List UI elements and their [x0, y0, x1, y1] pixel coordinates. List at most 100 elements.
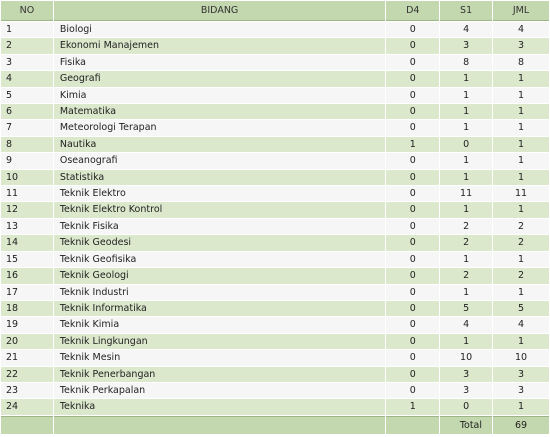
table-row: 10 Statistika 0 1 1: [1, 169, 549, 186]
cell-no: 5: [1, 87, 53, 104]
cell-d4: 0: [386, 366, 440, 382]
total-value: 69: [493, 415, 549, 434]
cell-no: 24: [1, 399, 53, 415]
cell-s1: 1: [440, 202, 493, 218]
cell-jml: 1: [493, 284, 549, 300]
cell-s1: 0: [440, 136, 493, 153]
cell-bidang: Teknik Industri: [53, 284, 386, 300]
cell-d4: 0: [386, 202, 440, 218]
cell-s1: 5: [440, 300, 493, 317]
cell-bidang: Teknik Geologi: [53, 268, 386, 284]
table-row: 15 Teknik Geofisika 0 1 1: [1, 251, 549, 268]
table-row: 8 Nautika 1 0 1: [1, 136, 549, 153]
total-label: Total: [440, 415, 493, 434]
cell-no: 8: [1, 136, 53, 153]
cell-jml: 8: [493, 54, 549, 71]
cell-d4: 0: [386, 350, 440, 366]
table-row: 14 Teknik Geodesi 0 2 2: [1, 235, 549, 251]
table-row: 17 Teknik Industri 0 1 1: [1, 284, 549, 300]
table-row: 20 Teknik Lingkungan 0 1 1: [1, 333, 549, 350]
cell-d4: 1: [386, 136, 440, 153]
cell-d4: 0: [386, 22, 440, 38]
cell-bidang: Teknik Elektro: [53, 186, 386, 202]
cell-no: 14: [1, 235, 53, 251]
cell-s1: 11: [440, 186, 493, 202]
cell-no: 19: [1, 317, 53, 333]
cell-jml: 1: [493, 202, 549, 218]
cell-no: 7: [1, 120, 53, 136]
column-header-s1: S1: [440, 1, 493, 21]
cell-d4: 0: [386, 169, 440, 186]
cell-jml: 4: [493, 22, 549, 38]
cell-no: 15: [1, 251, 53, 268]
cell-no: 21: [1, 350, 53, 366]
cell-jml: 2: [493, 235, 549, 251]
total-empty-cell: [53, 415, 386, 434]
cell-jml: 1: [493, 104, 549, 120]
total-empty-cell: [1, 415, 53, 434]
table-row: 19 Teknik Kimia 0 4 4: [1, 317, 549, 333]
cell-s1: 1: [440, 153, 493, 169]
cell-d4: 0: [386, 104, 440, 120]
cell-jml: 3: [493, 38, 549, 54]
table-row: 11 Teknik Elektro 0 11 11: [1, 186, 549, 202]
cell-jml: 3: [493, 382, 549, 399]
table-row: 18 Teknik Informatika 0 5 5: [1, 300, 549, 317]
cell-bidang: Oseanografi: [53, 153, 386, 169]
cell-no: 3: [1, 54, 53, 71]
table-row: 6 Matematika 0 1 1: [1, 104, 549, 120]
cell-d4: 0: [386, 235, 440, 251]
cell-s1: 3: [440, 38, 493, 54]
cell-bidang: Teknik Penerbangan: [53, 366, 386, 382]
cell-d4: 0: [386, 153, 440, 169]
cell-s1: 2: [440, 268, 493, 284]
table-row: 4 Geografi 0 1 1: [1, 71, 549, 87]
cell-no: 16: [1, 268, 53, 284]
cell-s1: 3: [440, 382, 493, 399]
cell-jml: 10: [493, 350, 549, 366]
cell-no: 23: [1, 382, 53, 399]
column-header-no: NO: [1, 1, 53, 21]
table-header-row: NO BIDANG D4 S1 JML: [1, 1, 549, 21]
cell-jml: 1: [493, 71, 549, 87]
cell-no: 12: [1, 202, 53, 218]
cell-jml: 5: [493, 300, 549, 317]
cell-s1: 1: [440, 333, 493, 350]
cell-no: 10: [1, 169, 53, 186]
cell-bidang: Biologi: [53, 22, 386, 38]
cell-d4: 0: [386, 268, 440, 284]
cell-s1: 4: [440, 22, 493, 38]
cell-no: 9: [1, 153, 53, 169]
table-row: 13 Teknik Fisika 0 2 2: [1, 218, 549, 235]
cell-bidang: Matematika: [53, 104, 386, 120]
cell-d4: 0: [386, 71, 440, 87]
table-row: 7 Meteorologi Terapan 0 1 1: [1, 120, 549, 136]
cell-bidang: Nautika: [53, 136, 386, 153]
cell-jml: 11: [493, 186, 549, 202]
cell-s1: 1: [440, 87, 493, 104]
cell-d4: 0: [386, 87, 440, 104]
cell-no: 22: [1, 366, 53, 382]
cell-bidang: Geografi: [53, 71, 386, 87]
cell-bidang: Teknik Lingkungan: [53, 333, 386, 350]
total-empty-cell: [386, 415, 440, 434]
cell-s1: 10: [440, 350, 493, 366]
cell-no: 4: [1, 71, 53, 87]
table-row: 22 Teknik Penerbangan 0 3 3: [1, 366, 549, 382]
cell-bidang: Teknik Geodesi: [53, 235, 386, 251]
cell-jml: 2: [493, 218, 549, 235]
table-total-row: Total 69: [1, 415, 549, 434]
cell-s1: 1: [440, 251, 493, 268]
table-body: 1 Biologi 0 4 4 2 Ekonomi Manajemen 0 3 3 3 Fisika 0…: [1, 22, 549, 415]
table-row: 23 Teknik Perkapalan 0 3 3: [1, 382, 549, 399]
cell-d4: 0: [386, 333, 440, 350]
cell-no: 17: [1, 284, 53, 300]
cell-s1: 2: [440, 235, 493, 251]
cell-jml: 4: [493, 317, 549, 333]
cell-no: 2: [1, 38, 53, 54]
cell-bidang: Teknik Kimia: [53, 317, 386, 333]
cell-bidang: Teknik Perkapalan: [53, 382, 386, 399]
column-header-d4: D4: [386, 1, 440, 21]
cell-s1: 8: [440, 54, 493, 71]
